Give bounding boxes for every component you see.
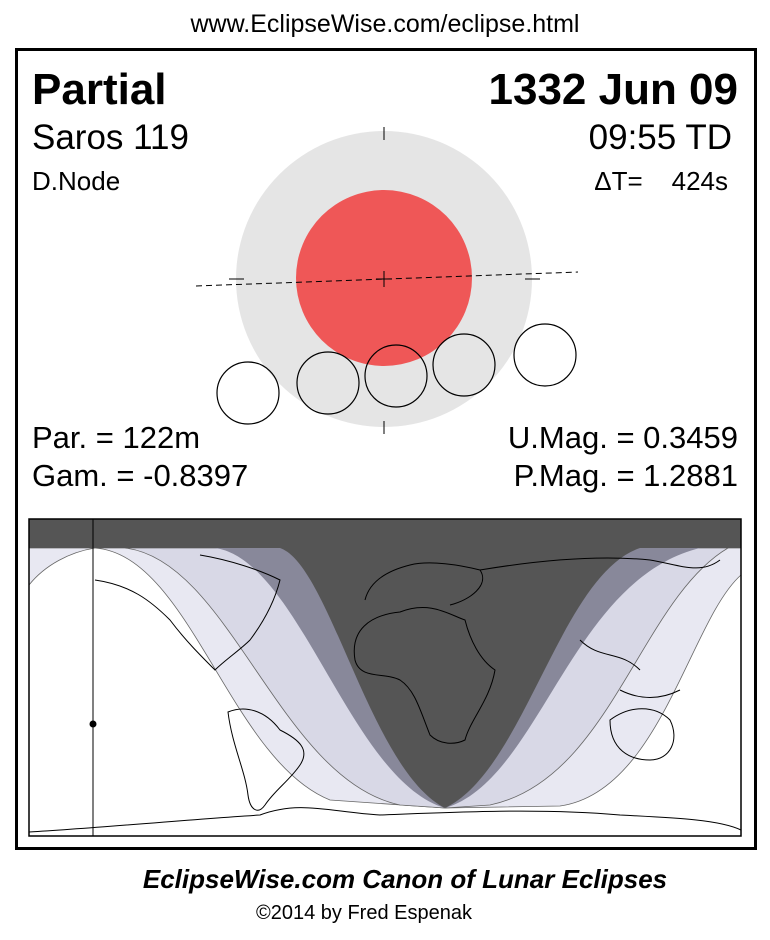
node-label: D.Node <box>32 166 121 196</box>
coast-south-america <box>227 708 305 811</box>
penumbral-magnitude: P.Mag. = 1.2881 <box>513 458 738 493</box>
moon-position-u4 <box>432 333 496 397</box>
coast-antarctica <box>28 807 742 833</box>
saros-number: Saros 119 <box>32 118 189 157</box>
partial-duration: Par. = 122m <box>32 420 201 455</box>
delta-t: ΔT= 424s <box>594 166 728 196</box>
coast-australia <box>609 708 675 761</box>
coast-asia <box>479 557 721 698</box>
footer-copyright: ©2014 by Fred Espenak <box>256 902 472 924</box>
eclipse-type: Partial <box>32 65 167 114</box>
footer-title: EclipseWise.com Canon of Lunar Eclipses <box>142 864 668 894</box>
eclipse-date: 1332 Jun 09 <box>488 65 739 114</box>
umbral-magnitude: U.Mag. = 0.3459 <box>507 420 738 455</box>
moon-position-u1 <box>296 351 360 415</box>
coast-africa <box>353 607 496 744</box>
eclipse-time: 09:55 TD <box>588 118 732 157</box>
coast-north-america <box>94 554 281 671</box>
coast-europe <box>364 562 483 606</box>
moon-position-p4 <box>513 323 577 387</box>
moon-position-greatest <box>364 344 428 408</box>
penumbral-zone-outer-wrap <box>28 547 96 587</box>
page-url: www.EclipseWise.com/eclipse.html <box>190 10 580 38</box>
night-zone <box>29 519 741 808</box>
visibility-map <box>28 518 742 837</box>
coastlines <box>28 554 742 833</box>
gamma-value: Gam. = -0.8397 <box>32 458 249 493</box>
eclipse-panel-frame <box>15 48 757 850</box>
subsolar-point-marker <box>89 720 97 728</box>
moon-position-p1 <box>216 361 280 425</box>
